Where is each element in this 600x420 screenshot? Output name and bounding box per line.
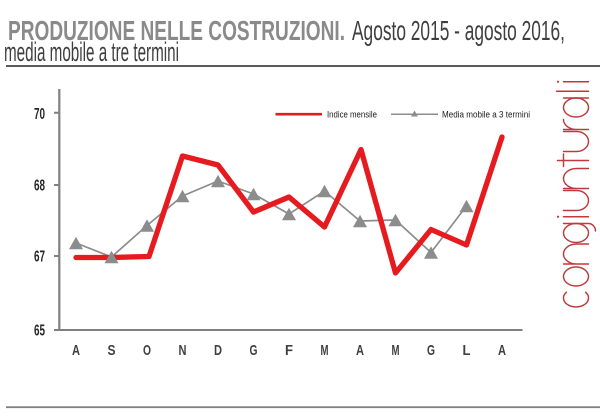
- svg-text:M: M: [321, 342, 329, 359]
- svg-text:M: M: [392, 342, 400, 359]
- svg-text:G: G: [427, 342, 435, 359]
- svg-text:68: 68: [34, 178, 45, 195]
- svg-text:O: O: [143, 342, 151, 359]
- svg-text:A: A: [498, 342, 506, 359]
- svg-text:Media mobile a 3 termini: Media mobile a 3 termini: [442, 110, 530, 120]
- svg-text:A: A: [72, 342, 80, 359]
- svg-text:D: D: [214, 342, 222, 359]
- svg-text:70: 70: [34, 106, 45, 123]
- svg-text:media mobile a tre termini: media mobile a tre termini: [4, 37, 179, 67]
- svg-text:S: S: [108, 342, 116, 359]
- svg-text:F: F: [285, 342, 293, 359]
- svg-text:PRODUZIONE NELLE COSTRUZIONI.: PRODUZIONE NELLE COSTRUZIONI.: [8, 15, 345, 46]
- svg-text:N: N: [179, 342, 187, 359]
- svg-text:65: 65: [34, 323, 45, 340]
- svg-text:G: G: [250, 342, 258, 359]
- svg-text:Agosto 2015 - agosto 2016,: Agosto 2015 - agosto 2016,: [352, 15, 565, 46]
- svg-text:Indice mensile: Indice mensile: [327, 110, 377, 120]
- svg-text:L: L: [463, 342, 471, 359]
- svg-text:A: A: [356, 342, 364, 359]
- svg-text:67: 67: [34, 249, 45, 266]
